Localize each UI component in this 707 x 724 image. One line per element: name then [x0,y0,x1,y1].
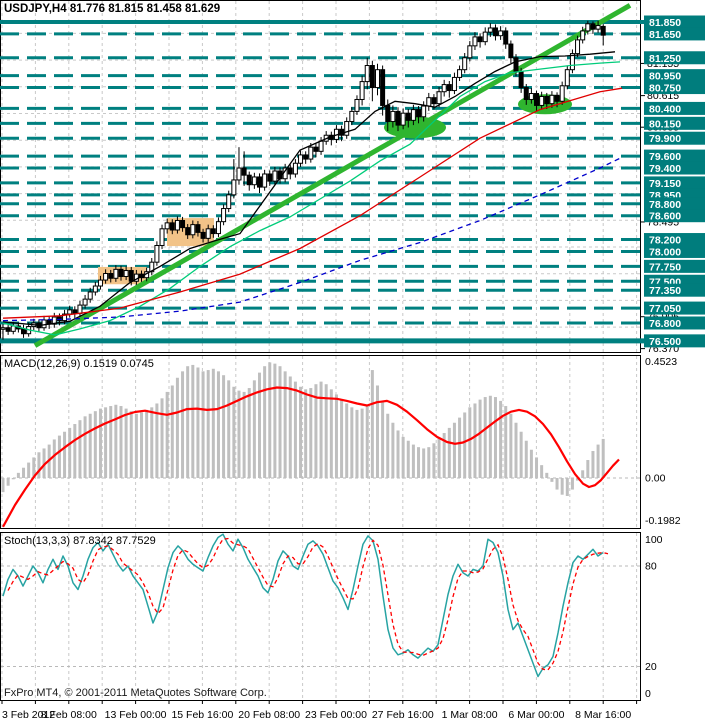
price-level-label: 78.600 [649,211,681,223]
time-axis-label: 3 Feb 2012 [2,709,55,721]
macd-signal-line [2,386,620,528]
price-level-label: 79.400 [649,163,681,175]
time-axis-label: 13 Feb 00:00 [105,709,167,721]
time-axis-label: 23 Feb 00:00 [305,709,367,721]
time-axis-label: 1 Mar 08:00 [442,709,498,721]
chart-symbol-title: USDJPY,H4 81.776 81.815 81.458 81.629 [4,3,221,15]
price-level-label: 80.750 [649,83,681,95]
time-axis-label: 8 Mar 16:00 [575,709,631,721]
price-level-label: 78.800 [649,199,681,211]
macd-indicator-label: MACD(12,26,9) 0.1519 0.0745 [4,358,154,371]
price-level-label: 77.050 [649,303,681,315]
time-axis-label: 20 Feb 08:00 [238,709,300,721]
stoch-scale-label: 0 [645,688,651,700]
price-level-label: 77.350 [649,285,681,297]
price-level-label: 80.950 [649,71,681,83]
price-level-label: 78.000 [649,246,681,258]
support-resistance-levels [0,20,644,344]
ma-springgreen [2,61,621,336]
stoch-d-line [7,537,609,671]
price-level-label: 81.650 [649,29,681,41]
stoch-k-line [2,533,604,678]
stoch-scale-label: 80 [645,561,657,573]
price-level-label: 79.600 [649,151,681,163]
price-level-label: 79.900 [649,133,681,145]
macd-histogram [1,362,605,496]
price-level-label: 80.400 [649,103,681,115]
price-level-label: 76.500 [649,336,681,348]
price-level-label: 78.200 [649,235,681,247]
time-axis-label: 15 Feb 16:00 [171,709,233,721]
stoch-scale-label: 100 [645,534,663,546]
time-axis-label: 8 Feb 08:00 [41,709,97,721]
price-level-label: 81.250 [649,53,681,65]
macd-values: 0.1519 0.0745 [83,358,154,370]
platform-copyright: FxPro MT4, © 2001-2011 MetaQuotes Softwa… [4,687,267,699]
stoch-values: 87.8342 87.7529 [73,535,156,547]
time-axis-label: 6 Mar 00:00 [508,709,564,721]
ma-slow-blue [2,156,623,322]
price-level-label: 81.850 [649,17,681,29]
macd-scale-label: 0.00 [645,473,666,485]
stoch-panel[interactable] [0,532,641,701]
stoch-name: Stoch(13,3,3) [4,535,71,547]
macd-scale-label: -0.1982 [645,515,681,527]
stoch-indicator-label: Stoch(13,3,3) 87.8342 87.7529 [4,535,156,548]
stoch-scale-label: 20 [645,661,657,673]
price-level-label: 79.150 [649,178,681,190]
macd-name: MACD(12,26,9) [4,358,81,370]
time-axis-label: 27 Feb 16:00 [372,709,434,721]
uptrend-line[interactable] [33,3,632,348]
price-level-label: 76.800 [649,318,681,330]
ma-slow-red [2,87,623,319]
price-level-label: 80.150 [649,118,681,130]
candlestick-series [0,20,606,340]
price-level-label: 77.750 [649,261,681,273]
macd-scale-label: 0.4523 [645,356,677,368]
ma-fast-black [2,51,616,327]
